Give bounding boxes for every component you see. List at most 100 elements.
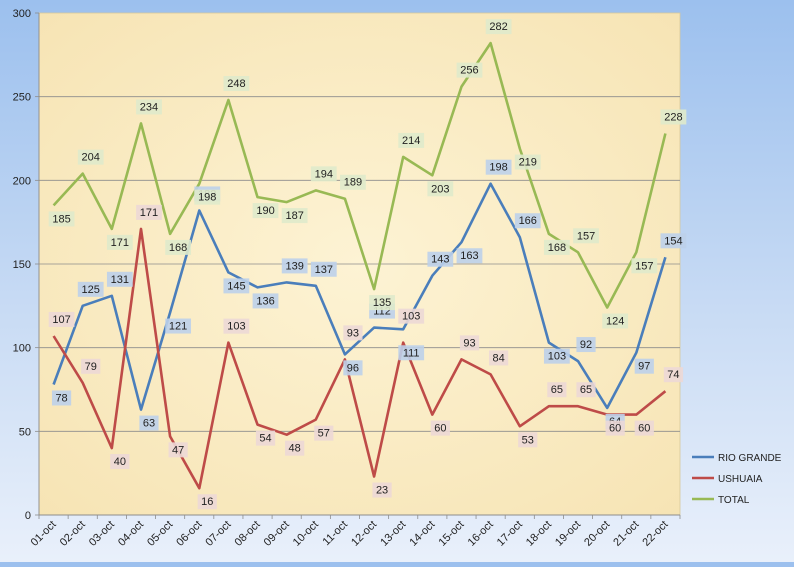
data-label-box-total xyxy=(223,76,250,92)
data-label-total: 190 xyxy=(256,205,274,217)
data-label-ushuaia: 60 xyxy=(434,423,446,435)
data-label-ushuaia: 54 xyxy=(259,433,271,445)
x-tick-label: 16-oct xyxy=(466,519,496,549)
data-label-ushuaia: 74 xyxy=(667,369,679,381)
x-tick-label: 09-oct xyxy=(262,519,292,549)
data-label-box-rio-grande xyxy=(165,318,192,334)
data-label-ushuaia: 171 xyxy=(140,207,158,219)
data-label-box-rio-grande xyxy=(281,258,308,274)
legend-label-rio-grande: RIO GRANDE xyxy=(718,453,782,464)
data-label-box-rio-grande xyxy=(514,213,541,229)
legend: RIO GRANDE USHUAIA TOTAL xyxy=(692,453,782,506)
y-tick-label: 100 xyxy=(13,343,31,355)
x-tick-label: 02-oct xyxy=(58,519,88,549)
x-tick-label: 15-oct xyxy=(436,519,466,549)
x-tick-label: 05-oct xyxy=(145,519,175,549)
data-label-rio-grande: 63 xyxy=(143,418,155,430)
data-label-box-ushuaia xyxy=(605,420,625,436)
x-tick-label: 13-oct xyxy=(378,519,408,549)
data-label-ushuaia: 84 xyxy=(492,352,504,364)
data-label-box-total xyxy=(310,166,337,182)
data-label-box-rio-grande xyxy=(456,248,483,264)
data-label-rio-grande: 111 xyxy=(403,347,420,359)
data-label-box-ushuaia xyxy=(398,308,425,324)
data-label-box-rio-grande xyxy=(634,358,654,374)
data-label-rio-grande: 78 xyxy=(55,392,67,404)
data-label-ushuaia: 93 xyxy=(463,337,475,349)
x-tick-label: 12-oct xyxy=(349,519,379,549)
data-label-box-total xyxy=(77,149,104,165)
data-label-box-ushuaia xyxy=(110,454,130,470)
data-label-ushuaia: 40 xyxy=(114,456,126,468)
x-tick-label: 01-oct xyxy=(29,519,59,549)
data-label-box-ushuaia xyxy=(314,425,334,441)
data-label-box-ushuaia xyxy=(634,420,654,436)
data-label-box-rio-grande xyxy=(343,360,363,376)
y-tick-label: 50 xyxy=(19,426,31,438)
data-label-box-ushuaia xyxy=(197,494,217,510)
data-label-ushuaia: 103 xyxy=(227,321,245,333)
data-label-box-ushuaia xyxy=(223,318,250,334)
data-label-rio-grande: 125 xyxy=(82,284,100,296)
data-label-rio-grande: 103 xyxy=(548,351,566,363)
data-label-box-ushuaia xyxy=(518,432,538,448)
data-label-ushuaia: 60 xyxy=(609,423,621,435)
data-label-box-total xyxy=(165,239,192,255)
data-label-rio-grande: 96 xyxy=(347,362,359,374)
data-label-box-total xyxy=(106,234,133,250)
data-label-box-rio-grande xyxy=(252,293,279,309)
data-label-total: 203 xyxy=(431,183,449,195)
data-label-ushuaia: 103 xyxy=(402,311,420,323)
legend-label-ushuaia: USHUAIA xyxy=(718,474,763,485)
data-label-box-rio-grande xyxy=(660,233,687,249)
data-label-box-rio-grande xyxy=(398,345,425,361)
data-label-box-rio-grande xyxy=(310,261,337,277)
data-label-box-total xyxy=(660,109,687,125)
y-tick-label: 0 xyxy=(25,510,31,522)
data-label-total: 248 xyxy=(227,78,245,90)
legend-label-total: TOTAL xyxy=(718,495,750,506)
data-label-total: 157 xyxy=(635,260,653,272)
y-tick-label: 200 xyxy=(13,175,31,187)
x-tick-label: 18-oct xyxy=(524,519,554,549)
data-label-total: 198 xyxy=(198,192,216,204)
data-label-box-total xyxy=(631,258,658,274)
data-label-rio-grande: 143 xyxy=(431,254,449,266)
data-label-rio-grande: 163 xyxy=(460,250,478,262)
data-label-box-total xyxy=(485,19,512,35)
data-label-ushuaia: 65 xyxy=(551,384,563,396)
x-tick-label: 06-oct xyxy=(174,519,204,549)
data-label-rio-grande: 92 xyxy=(580,339,592,351)
data-label-total: 228 xyxy=(664,111,682,123)
data-label-rio-grande: 166 xyxy=(519,215,537,227)
data-label-total: 234 xyxy=(140,101,158,113)
data-label-ushuaia: 23 xyxy=(376,485,388,497)
data-label-box-total xyxy=(252,203,279,219)
data-label-rio-grande: 145 xyxy=(227,280,245,292)
data-label-box-ushuaia xyxy=(168,442,188,458)
data-label-box-ushuaia xyxy=(48,311,75,327)
data-label-total: 189 xyxy=(344,177,362,189)
data-label-box-total xyxy=(340,174,366,190)
x-tick-label: 20-oct xyxy=(582,519,612,549)
data-label-box-total xyxy=(514,154,541,170)
data-label-box-ushuaia xyxy=(547,382,567,398)
data-label-total: 214 xyxy=(402,135,420,147)
data-label-ushuaia: 65 xyxy=(580,384,592,396)
data-label-box-total xyxy=(456,62,483,78)
data-label-box-rio-grande xyxy=(223,278,250,294)
data-label-rio-grande: 139 xyxy=(285,260,303,272)
data-label-box-rio-grande xyxy=(77,281,104,297)
data-label-box-ushuaia xyxy=(430,420,450,436)
data-label-box-total xyxy=(136,99,162,115)
data-label-box-total xyxy=(427,181,454,197)
data-label-box-total xyxy=(602,313,629,329)
x-tick-label: 07-oct xyxy=(203,519,233,549)
x-tick-label: 03-oct xyxy=(87,519,117,549)
data-label-box-total xyxy=(281,208,308,224)
x-tick-label: 08-oct xyxy=(233,519,263,549)
data-label-box-rio-grande xyxy=(51,390,72,406)
data-label-box-total xyxy=(194,189,221,205)
